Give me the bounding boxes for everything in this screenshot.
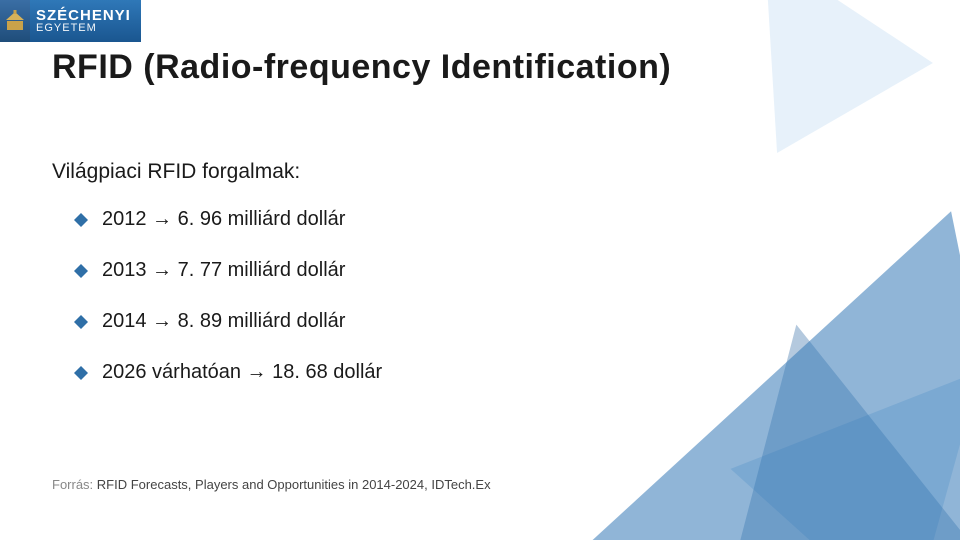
subtitle: Világpiaci RFID forgalmak: [52, 160, 300, 184]
list-item: 2012 → 6. 96 milliárd dollár [74, 208, 382, 231]
diamond-bullet-icon [74, 315, 88, 329]
slide: SZÉCHENYI EGYETEM RFID (Radio-frequency … [0, 0, 960, 540]
diamond-bullet-icon [74, 213, 88, 227]
decorative-triangle [562, 131, 960, 540]
page-title: RFID (Radio-frequency Identification) [52, 48, 671, 87]
logo-line2: EGYETEM [36, 23, 131, 34]
logo-text: SZÉCHENYI EGYETEM [30, 0, 141, 42]
list-item: 2014 → 8. 89 milliárd dollár [74, 310, 382, 333]
logo-badge-icon [0, 0, 30, 42]
bullet-text: 2026 várhatóan → 18. 68 dollár [102, 361, 382, 384]
bullet-list: 2012 → 6. 96 milliárd dollár 2013 → 7. 7… [74, 208, 382, 412]
diamond-bullet-icon [74, 264, 88, 278]
university-logo: SZÉCHENYI EGYETEM [0, 0, 141, 42]
footnote-label: Forrás: [52, 477, 97, 492]
bullet-text: 2013 → 7. 77 milliárd dollár [102, 259, 345, 282]
logo-line1: SZÉCHENYI [36, 8, 131, 23]
footnote-text: RFID Forecasts, Players and Opportunitie… [97, 477, 491, 492]
bullet-text: 2012 → 6. 96 milliárd dollár [102, 208, 345, 231]
diamond-bullet-icon [74, 366, 88, 380]
decorative-triangle [687, 0, 933, 153]
source-footnote: Forrás: RFID Forecasts, Players and Oppo… [52, 477, 491, 492]
list-item: 2013 → 7. 77 milliárd dollár [74, 259, 382, 282]
list-item: 2026 várhatóan → 18. 68 dollár [74, 361, 382, 384]
bullet-text: 2014 → 8. 89 milliárd dollár [102, 310, 345, 333]
